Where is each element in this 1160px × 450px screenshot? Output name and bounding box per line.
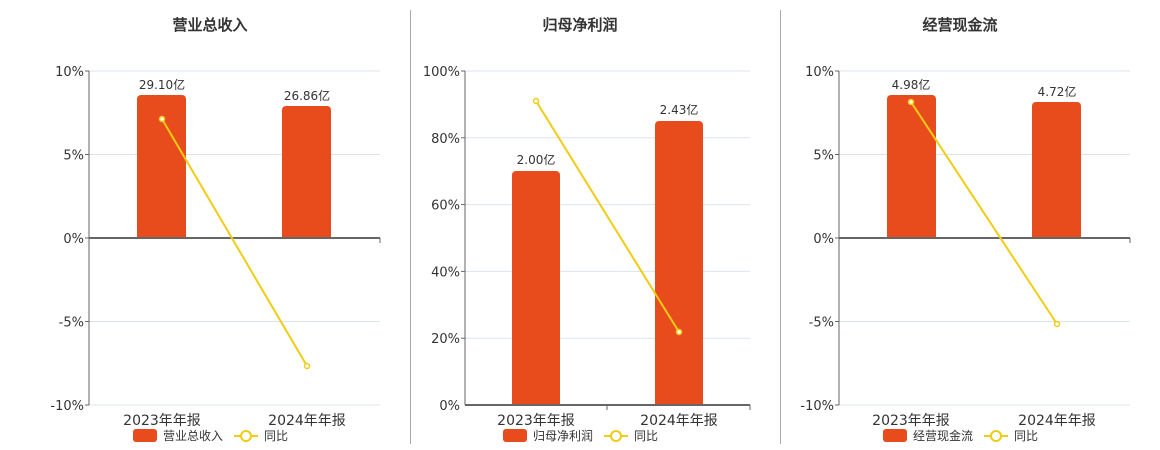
legend-line-label: 同比 <box>1014 429 1038 443</box>
bar-value-label: 26.86亿 <box>284 88 330 103</box>
chart-panel-revenue: 营业总收入 10% 5% 0% -5% -10% 29.10亿 26.86亿 2… <box>0 0 410 450</box>
y-tick-label: 100% <box>423 65 460 80</box>
y-tick-label: 10% <box>805 65 834 80</box>
bar-value-label: 2.00亿 <box>517 152 556 167</box>
bar-value-label: 2.43亿 <box>660 102 699 117</box>
panel-divider <box>780 10 781 444</box>
y-tick-label: 10% <box>55 65 84 80</box>
y-tick-label: 20% <box>431 332 460 347</box>
y-tick-label: 60% <box>431 199 460 214</box>
y-tick-label: -10% <box>800 399 834 414</box>
x-tick-label: 2023年年报 <box>872 413 950 429</box>
y-tick-label: 5% <box>63 149 84 164</box>
legend-line-label: 同比 <box>634 429 658 443</box>
bar-2023[interactable] <box>887 95 936 238</box>
yoy-point[interactable] <box>1053 320 1061 328</box>
y-tick-label: -10% <box>50 399 84 414</box>
panel-divider <box>410 10 411 444</box>
chart-title: 归母净利润 <box>542 16 618 34</box>
yoy-point[interactable] <box>907 98 915 106</box>
bar-2024[interactable] <box>1032 102 1081 238</box>
bar-2024[interactable] <box>282 106 331 238</box>
yoy-point[interactable] <box>675 328 683 336</box>
yoy-line <box>910 101 1058 325</box>
legend-bar-label: 经营现金流 <box>913 428 973 443</box>
x-tick-label: 2023年年报 <box>123 413 201 429</box>
legend-bar-swatch-icon <box>883 429 907 442</box>
legend-bar-label: 归母净利润 <box>533 429 593 443</box>
x-tick-label: 2024年年报 <box>268 413 346 429</box>
y-tick-label: 0% <box>63 232 84 247</box>
y-tick-label: -5% <box>809 316 834 331</box>
bar-value-label: 4.72亿 <box>1038 84 1077 99</box>
chart-title: 营业总收入 <box>172 16 248 34</box>
yoy-line <box>535 100 680 333</box>
legend[interactable]: 经营现金流 同比 <box>883 428 1038 443</box>
x-tick-label: 2023年年报 <box>497 413 575 429</box>
bar-2023[interactable] <box>512 171 560 405</box>
legend-line-label: 同比 <box>264 429 288 443</box>
y-tick-label: 0% <box>813 232 834 247</box>
x-tick-label: 2024年年报 <box>640 413 718 429</box>
y-tick-label: -5% <box>59 316 84 331</box>
y-tick-label: 80% <box>431 132 460 147</box>
chart-net-profit-svg: 100% 80% 60% 40% 20% 0% 2.00亿 2.43亿 2023… <box>423 65 751 443</box>
legend-bar-swatch-icon <box>503 429 527 442</box>
bar-2023[interactable] <box>137 95 186 238</box>
chart-title: 经营现金流 <box>922 16 998 34</box>
bar-2024[interactable] <box>655 121 703 405</box>
legend[interactable]: 营业总收入 同比 <box>133 429 288 443</box>
yoy-point[interactable] <box>303 362 311 370</box>
chart-revenue-svg: 10% 5% 0% -5% -10% 29.10亿 26.86亿 2023年年报… <box>50 65 381 443</box>
y-tick-label: 5% <box>813 149 834 164</box>
y-tick-label: 0% <box>439 399 460 414</box>
x-tick-label: 2024年年报 <box>1018 413 1096 429</box>
chart-panel-net-profit: 归母净利润 100% 80% 60% 40% 20% 0% 2.00亿 2.43… <box>423 16 751 443</box>
bar-value-label: 4.98亿 <box>892 77 931 92</box>
y-tick-label: 40% <box>431 265 460 280</box>
legend-bar-label: 营业总收入 <box>163 429 223 443</box>
yoy-point[interactable] <box>158 115 166 123</box>
yoy-point[interactable] <box>532 97 540 105</box>
legend[interactable]: 归母净利润 同比 <box>503 429 658 443</box>
bar-value-label: 29.10亿 <box>139 77 185 92</box>
yoy-line <box>161 118 308 367</box>
legend-bar-swatch-icon <box>133 429 157 442</box>
